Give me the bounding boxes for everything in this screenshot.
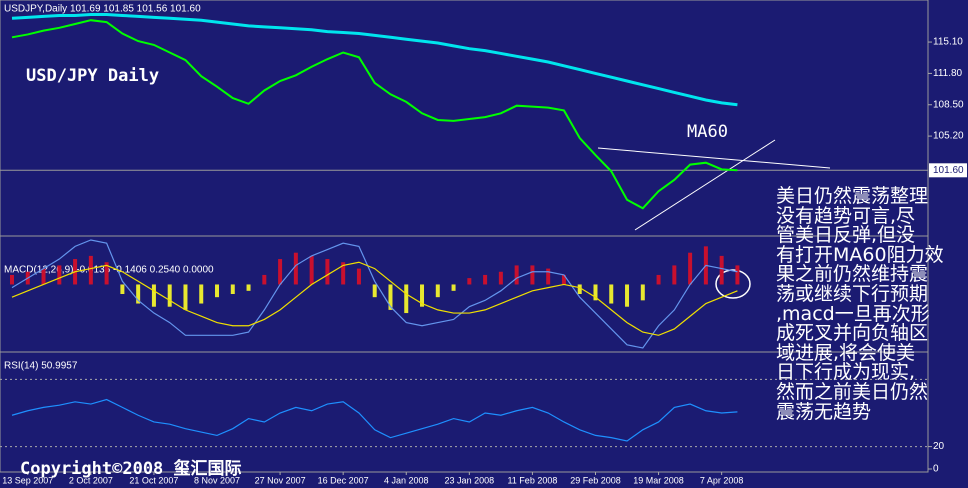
- commentary-line: 荡或继续下行预期: [776, 282, 929, 305]
- histogram-bar: [388, 284, 393, 310]
- y-tick-label: 115.10: [933, 37, 963, 48]
- y-tick-label: 0: [933, 464, 939, 475]
- histogram-bar: [41, 268, 46, 285]
- commentary-line: 震荡无趋势: [776, 400, 872, 423]
- copyright: Copyright©2008 玺汇国际: [20, 459, 242, 479]
- y-tick-label: 111.80: [933, 68, 963, 79]
- histogram-bar: [609, 284, 614, 304]
- histogram-bar: [341, 262, 346, 285]
- histogram-bar: [215, 284, 220, 298]
- commentary-line: 日下行成为现实,: [776, 361, 916, 384]
- x-tick-label: 16 Dec 2007: [318, 475, 369, 485]
- histogram-bar: [136, 284, 141, 304]
- commentary-line: 然而之前美日仍然: [776, 380, 929, 403]
- trendline: [597, 147, 831, 169]
- histogram-bar: [262, 274, 267, 285]
- histogram-bar: [435, 284, 440, 298]
- x-tick-label: 29 Feb 2008: [570, 475, 621, 485]
- histogram-bar: [120, 284, 125, 294]
- histogram-bar: [498, 271, 503, 285]
- annotation: MA60: [687, 122, 728, 142]
- x-tick-label: 8 Nov 2007: [194, 475, 240, 485]
- histogram-bar: [672, 265, 677, 285]
- histogram-bar: [467, 278, 472, 285]
- histogram-bar: [625, 284, 630, 307]
- histogram-bar: [719, 255, 724, 285]
- histogram-bar: [10, 274, 14, 285]
- histogram-bar: [183, 284, 188, 310]
- histogram-bar: [104, 262, 109, 285]
- histogram-bar: [483, 274, 488, 285]
- commentary-line: 美日仍然震荡整理: [776, 185, 929, 207]
- price-box: [929, 163, 967, 178]
- x-tick-label: 11 Feb 2008: [507, 475, 557, 485]
- histogram-bar: [167, 284, 172, 307]
- series-line: [11, 261, 738, 336]
- histogram-bar: [356, 268, 361, 285]
- histogram-bar: [688, 252, 693, 285]
- annotation: USD/JPY Daily: [26, 66, 159, 86]
- y-tick-label: 20: [933, 441, 945, 452]
- plots: 115.10 111.80 108.50 105.20 101.60 0 20 13 Sep …: [0, 13, 967, 485]
- histogram-bar: [656, 274, 661, 285]
- histogram-bar: [246, 284, 251, 291]
- histogram-bar: [88, 255, 93, 285]
- rsi-title: RSI(14) 50.9957: [4, 361, 78, 372]
- commentary-line: 管美日反弹,但没: [776, 224, 916, 247]
- histogram-bar: [593, 284, 598, 301]
- histogram-bar: [420, 284, 425, 307]
- commentary-line: 没有趋势可言,尽: [776, 204, 916, 227]
- series-line: [11, 19, 738, 210]
- trendline: [634, 139, 776, 231]
- histogram-bar: [199, 284, 204, 304]
- histogram-bar: [546, 268, 551, 285]
- series-line: [11, 398, 738, 442]
- histogram-bar: [151, 284, 156, 307]
- price-label: 101.60: [933, 165, 964, 176]
- x-tick-label: 21 Oct 2007: [129, 475, 178, 485]
- commentary: 美日仍然震荡整理 没有趋势可言,尽 管美日反弹,但没 有打开MA60阻力效 果之前仍然维…: [776, 185, 944, 423]
- price-title: USDJPY,Daily 101.69 101.85 101.56 101.60: [4, 4, 201, 15]
- histogram-bar: [404, 284, 409, 314]
- histogram-bar: [309, 255, 314, 285]
- x-tick-label: 4 Jan 2008: [384, 475, 429, 485]
- commentary-line: ,macd一旦再次形: [776, 302, 930, 325]
- histogram-bar: [735, 265, 740, 285]
- histogram-bar: [57, 265, 62, 285]
- commentary-line: 成死叉并向负轴区: [776, 322, 929, 345]
- series-line: [11, 13, 738, 107]
- histogram-bar: [230, 284, 235, 294]
- series-line: [11, 239, 738, 349]
- x-tick-label: 2 Oct 2007: [69, 475, 113, 485]
- y-tick-label: 108.50: [933, 99, 964, 110]
- histogram-bar: [451, 284, 456, 291]
- histogram-bar: [640, 284, 645, 301]
- highlight-circle: [715, 269, 751, 299]
- histogram-bar: [577, 284, 582, 294]
- histogram-bar: [372, 284, 377, 298]
- histogram-bar: [514, 265, 519, 285]
- histogram-bar: [561, 274, 566, 285]
- commentary-line: 有打开MA60阻力效: [776, 243, 944, 266]
- macd-title: MACD(12,26,9) -0.0136 -0.1406 0.2540 0.0…: [4, 265, 214, 276]
- x-tick-label: 27 Nov 2007: [255, 475, 306, 485]
- commentary-line: 果之前仍然维持震: [776, 263, 929, 286]
- y-tick-label: 105.20: [933, 131, 964, 142]
- commentary-line: 域进展,将会使美: [776, 341, 916, 364]
- histogram-bar: [325, 259, 330, 285]
- x-tick-label: 7 Apr 2008: [700, 475, 744, 485]
- x-tick-label: 13 Sep 2007: [2, 475, 53, 485]
- x-tick-label: 23 Jan 2008: [445, 475, 495, 485]
- histogram-bar: [278, 259, 283, 285]
- histogram-bar: [530, 265, 535, 285]
- x-tick-label: 19 Mar 2008: [633, 475, 684, 485]
- histogram-bar: [293, 252, 298, 285]
